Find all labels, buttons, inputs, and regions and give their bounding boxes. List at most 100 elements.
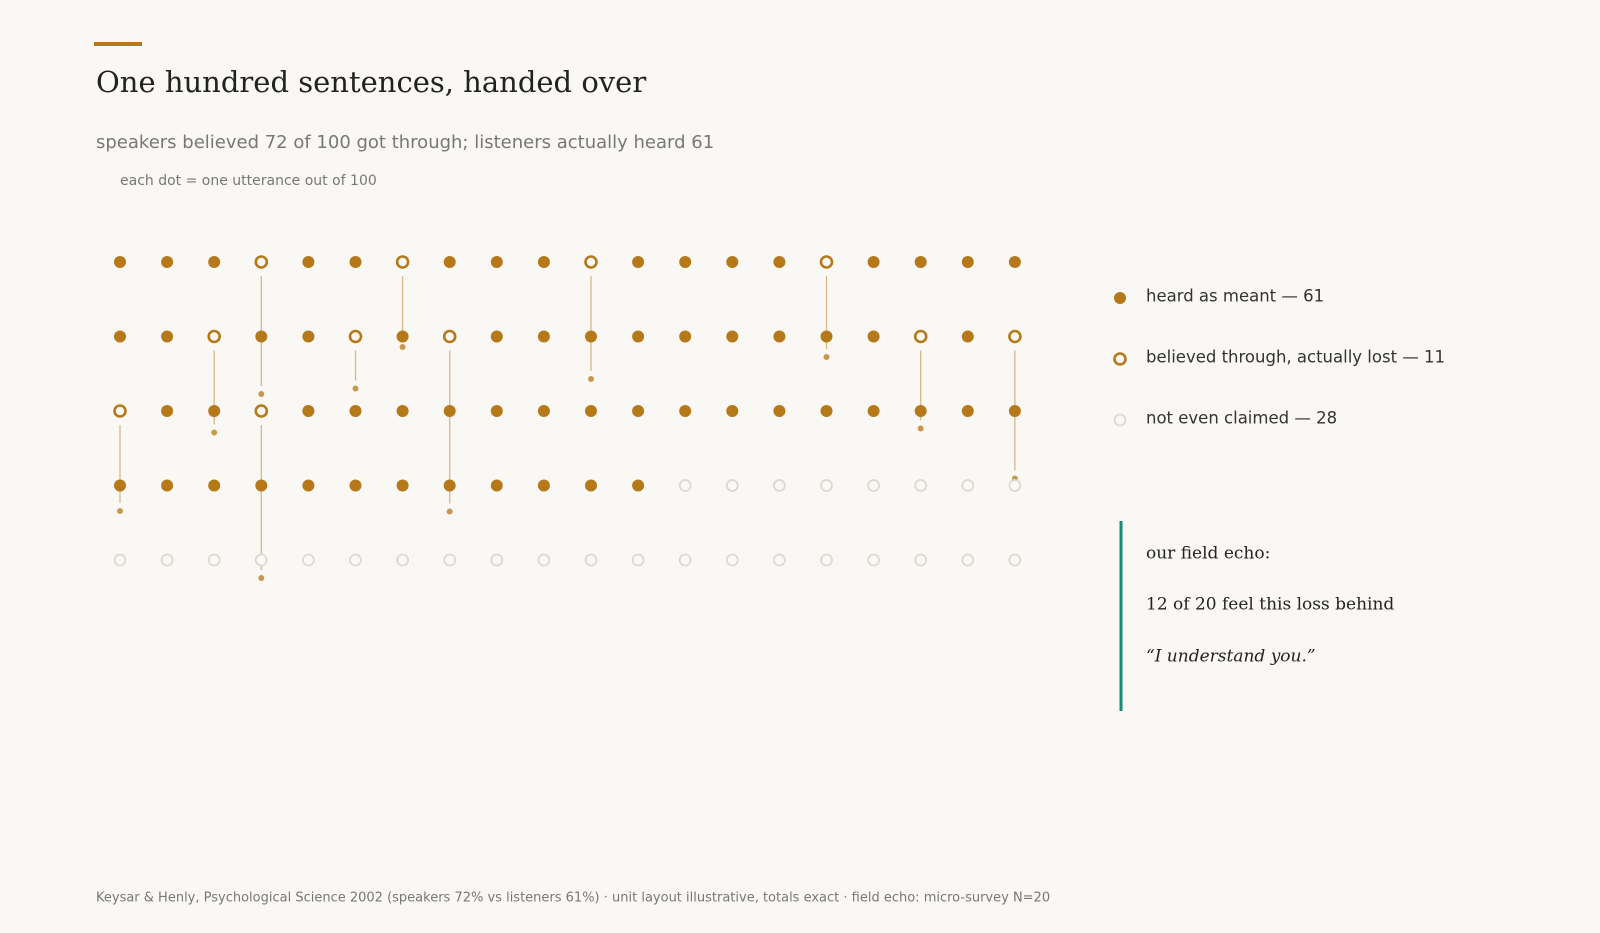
drip-dot bbox=[399, 344, 406, 350]
unit-dot bbox=[443, 553, 457, 567]
unit-dot bbox=[867, 405, 880, 417]
unit-dot bbox=[490, 405, 503, 417]
unit-dot bbox=[208, 479, 221, 492]
unit-dot bbox=[820, 330, 833, 343]
unit-dot bbox=[914, 553, 928, 567]
unit-dot bbox=[254, 553, 268, 567]
unit-dot bbox=[584, 255, 598, 269]
drip-dot bbox=[588, 376, 594, 382]
unit-dot bbox=[725, 553, 739, 567]
unit-dot bbox=[820, 479, 833, 492]
unit-dot bbox=[819, 255, 834, 269]
drip-dot bbox=[258, 575, 265, 581]
unit-dot bbox=[726, 256, 739, 268]
unit-dot bbox=[537, 405, 550, 417]
unit-dot bbox=[632, 330, 645, 343]
unit-dot bbox=[302, 330, 315, 343]
echo-heading: our field echo: bbox=[1146, 544, 1270, 564]
unit-dot bbox=[349, 256, 362, 268]
drip-dot bbox=[823, 354, 830, 360]
unit-dot bbox=[443, 256, 456, 268]
unit-dot bbox=[867, 256, 880, 268]
unit-dot bbox=[301, 553, 315, 567]
unit-dot bbox=[584, 553, 598, 567]
unit-dot bbox=[961, 330, 974, 343]
unit-dot bbox=[1008, 256, 1021, 268]
unit-dot bbox=[490, 479, 503, 492]
unit-dot bbox=[208, 256, 221, 268]
unit-dot bbox=[114, 256, 126, 268]
unit-dot bbox=[442, 329, 457, 344]
unit-dot bbox=[773, 330, 786, 343]
unit-dot bbox=[490, 330, 503, 343]
legend-label: not even claimed — 28 bbox=[1146, 409, 1337, 428]
unit-dot bbox=[914, 479, 928, 492]
subtitle: speakers believed 72 of 100 got through;… bbox=[96, 132, 714, 153]
unit-dot bbox=[537, 479, 550, 492]
unit-dot bbox=[726, 405, 739, 417]
unit-dot bbox=[773, 405, 786, 417]
unit-dot bbox=[913, 329, 928, 344]
unit-dot bbox=[678, 479, 692, 492]
unit-dot bbox=[961, 405, 974, 417]
legend-swatch bbox=[1114, 292, 1126, 304]
unit-dot bbox=[632, 405, 645, 417]
unit-dot bbox=[867, 479, 880, 492]
unit-dot bbox=[349, 553, 362, 567]
chart-title: One hundred sentences, handed over bbox=[96, 65, 646, 99]
unit-dot bbox=[255, 479, 268, 492]
unit-dot bbox=[207, 553, 221, 567]
unit-dot bbox=[160, 553, 174, 567]
unit-dot bbox=[961, 256, 974, 268]
drip-dot bbox=[211, 429, 218, 436]
unit-dot bbox=[537, 256, 550, 268]
unit-dot bbox=[161, 405, 174, 417]
unit-dot bbox=[632, 479, 645, 492]
unit-dot bbox=[349, 405, 362, 417]
unit-dot bbox=[537, 553, 551, 567]
unit-dot bbox=[773, 256, 786, 268]
unit-dot bbox=[679, 405, 692, 417]
unit-dot bbox=[396, 405, 409, 417]
unit-dot bbox=[914, 256, 927, 268]
unit-dot bbox=[1008, 553, 1022, 567]
unit-dot bbox=[443, 479, 456, 492]
unit-dot bbox=[1008, 405, 1021, 417]
unit-dot bbox=[867, 553, 880, 567]
drip-dot bbox=[258, 391, 265, 397]
unit-dot bbox=[1008, 479, 1022, 492]
echo-quote: “I understand you.” bbox=[1146, 647, 1316, 667]
unit-dot bbox=[396, 553, 410, 567]
unit-dot bbox=[820, 405, 833, 417]
legend-swatch bbox=[1113, 352, 1127, 366]
unit-dot bbox=[1008, 329, 1022, 344]
unit-dot bbox=[302, 405, 315, 417]
unit-dot bbox=[490, 553, 504, 567]
unit-dot bbox=[396, 479, 409, 492]
unit-dot bbox=[161, 479, 174, 492]
unit-dot bbox=[349, 479, 362, 492]
unit-dot bbox=[773, 553, 786, 567]
unit-dot bbox=[396, 330, 409, 343]
unit-dot bbox=[113, 404, 127, 418]
legend-label: heard as meant — 61 bbox=[1146, 287, 1324, 306]
unit-dot bbox=[254, 404, 269, 418]
unit-dot bbox=[725, 479, 739, 492]
unit-dot bbox=[114, 479, 126, 492]
unit-dot bbox=[679, 256, 692, 268]
unit-dot bbox=[161, 256, 174, 268]
source-note: Keysar & Henly, Psychological Science 20… bbox=[96, 891, 1050, 906]
drip-dot bbox=[352, 385, 359, 392]
unit-dot bbox=[961, 553, 975, 567]
unit-dot bbox=[585, 479, 597, 492]
unit-dot bbox=[679, 330, 692, 343]
unit-dot bbox=[914, 405, 927, 417]
unit-dot bbox=[773, 479, 786, 492]
unit-dot bbox=[961, 479, 975, 492]
echo-stat: 12 of 20 feel this loss behind bbox=[1146, 595, 1394, 615]
drip-dot bbox=[117, 508, 123, 514]
legend-label: believed through, actually lost — 11 bbox=[1146, 348, 1445, 367]
note: each dot = one utterance out of 100 bbox=[120, 173, 377, 189]
unit-dot bbox=[678, 553, 692, 567]
